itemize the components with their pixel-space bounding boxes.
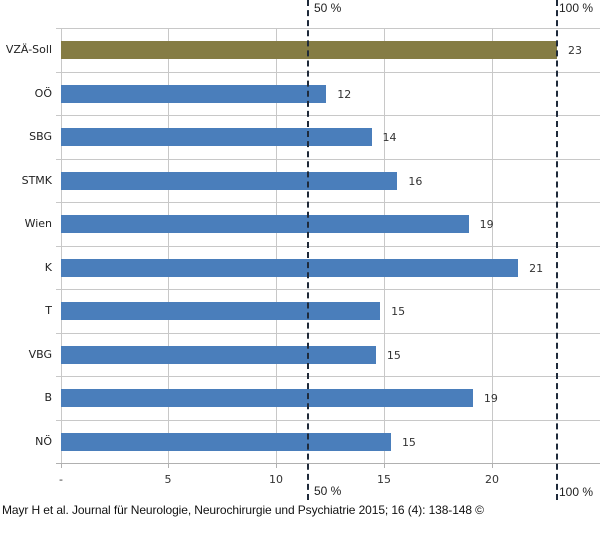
grid-line <box>168 28 169 463</box>
grid-line <box>384 28 385 463</box>
x-tick-label: 20 <box>485 473 499 486</box>
value-label: 16 <box>408 175 423 188</box>
bar-stmk <box>61 172 398 190</box>
x-axis-tick <box>168 463 169 468</box>
x-axis-tick <box>61 463 62 468</box>
bar-chart: - 5 10 15 20 VZÄ-Soll OÖ SBG STMK Wien K… <box>5 0 600 500</box>
category-label: K <box>44 261 52 274</box>
reference-label-50-bottom: 50 % <box>314 484 342 498</box>
grid-line <box>56 246 600 247</box>
category-label: SBG <box>29 130 52 143</box>
x-tick-label: 15 <box>377 473 391 486</box>
bar-t <box>61 302 381 320</box>
category-label: NÖ <box>35 435 52 448</box>
value-label: 19 <box>479 218 494 231</box>
bar-sbg <box>61 128 372 146</box>
category-label: VBG <box>28 348 52 361</box>
bar-b <box>61 389 473 407</box>
grid-line <box>56 159 600 160</box>
x-tick-label: 10 <box>269 473 283 486</box>
category-label: OÖ <box>34 87 52 100</box>
category-label: T <box>45 304 52 317</box>
x-axis-tick <box>492 463 493 468</box>
category-label: Wien <box>24 217 52 230</box>
value-label: 21 <box>529 262 544 275</box>
x-tick-label: - <box>59 473 63 486</box>
x-tick-label: 5 <box>164 473 172 486</box>
value-label: 14 <box>382 131 397 144</box>
grid-line <box>492 28 493 463</box>
grid-line <box>61 28 62 463</box>
category-label: B <box>44 391 52 404</box>
value-label: 12 <box>337 88 352 101</box>
bar-ooe <box>61 85 327 103</box>
grid-line <box>56 28 600 29</box>
x-axis <box>56 463 600 464</box>
bar-wien <box>61 215 469 233</box>
value-label: 15 <box>391 305 406 318</box>
value-label: 15 <box>401 436 416 449</box>
grid-line <box>276 28 277 463</box>
x-axis-tick <box>384 463 385 468</box>
grid-line <box>56 72 600 73</box>
grid-line <box>56 333 600 334</box>
category-label: VZÄ-Soll <box>5 43 52 56</box>
grid-line <box>56 289 600 290</box>
citation-text: Mayr H et al. Journal für Neurologie, Ne… <box>2 503 484 517</box>
reference-line-100-percent <box>556 0 558 500</box>
reference-label-100-top: 100 % <box>559 1 594 15</box>
value-label: 19 <box>483 392 498 405</box>
reference-line-50-percent <box>307 0 309 500</box>
bar-vbg <box>61 346 376 364</box>
bar-vza-soll <box>61 41 557 59</box>
reference-label-100-bottom: 100 % <box>559 485 594 499</box>
reference-label-50-top: 50 % <box>314 1 342 15</box>
x-axis-tick <box>276 463 277 468</box>
grid-line <box>56 420 600 421</box>
bar-k <box>61 259 519 277</box>
bar-noe <box>61 433 391 451</box>
category-label: STMK <box>21 174 52 187</box>
value-label: 15 <box>386 349 401 362</box>
grid-line <box>56 202 600 203</box>
grid-line <box>56 376 600 377</box>
value-label: 23 <box>568 44 582 57</box>
grid-line <box>56 115 600 116</box>
